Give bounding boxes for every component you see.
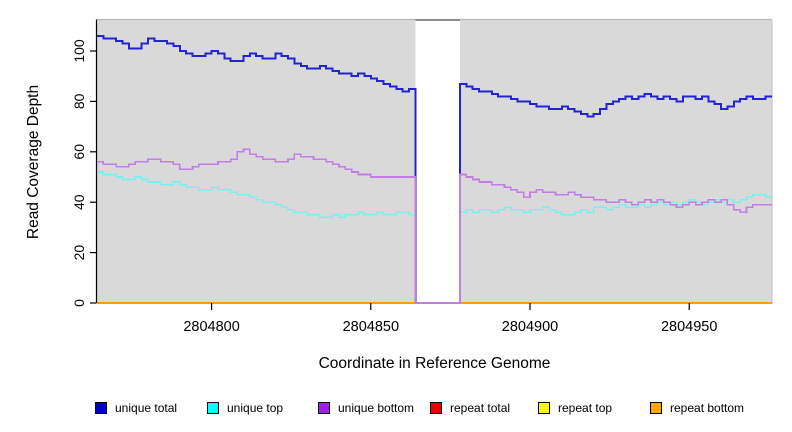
unique-top-swatch-icon [207,402,219,414]
x-axis-title: Coordinate in Reference Genome [318,355,551,372]
legend-label: repeat top [558,401,613,415]
legend-label: repeat total [450,401,511,415]
legend-item-repeat-bottom: repeat bottom [650,400,744,416]
y-tick-label: 20 [71,245,87,261]
legend-label: unique bottom [338,401,415,415]
repeat-total-swatch-icon [430,402,442,414]
legend-item-unique-total: unique total [95,400,177,416]
legend-item-unique-top: unique top [207,400,283,416]
unique-bottom-swatch-icon [318,402,330,414]
legend-label: unique total [115,401,178,415]
coverage-gap-region [415,19,460,303]
y-tick-label: 100 [71,39,87,63]
y-tick-label: 60 [71,144,87,160]
legend-item-repeat-top: repeat top [538,400,612,416]
y-tick-label: 0 [71,299,87,307]
repeat-top-swatch-icon [538,402,550,414]
legend-item-repeat-total: repeat total [430,400,510,416]
x-tick-label: 2804900 [502,319,558,335]
legend: unique total unique top unique bottom re… [0,400,792,420]
unique-total-swatch-icon [95,402,107,414]
repeat-bottom-swatch-icon [650,402,662,414]
x-tick-label: 2804950 [661,319,717,335]
legend-label: unique top [227,401,284,415]
y-tick-label: 80 [71,93,87,109]
x-tick-label: 2804800 [183,319,239,335]
series-unique-bottom-line [97,148,772,304]
y-axis-title: Read Coverage Depth [25,84,42,240]
legend-item-unique-bottom: unique bottom [318,400,414,416]
x-tick-label: 2804850 [343,319,399,335]
legend-label: repeat bottom [670,401,745,415]
y-tick-label: 40 [71,194,87,210]
